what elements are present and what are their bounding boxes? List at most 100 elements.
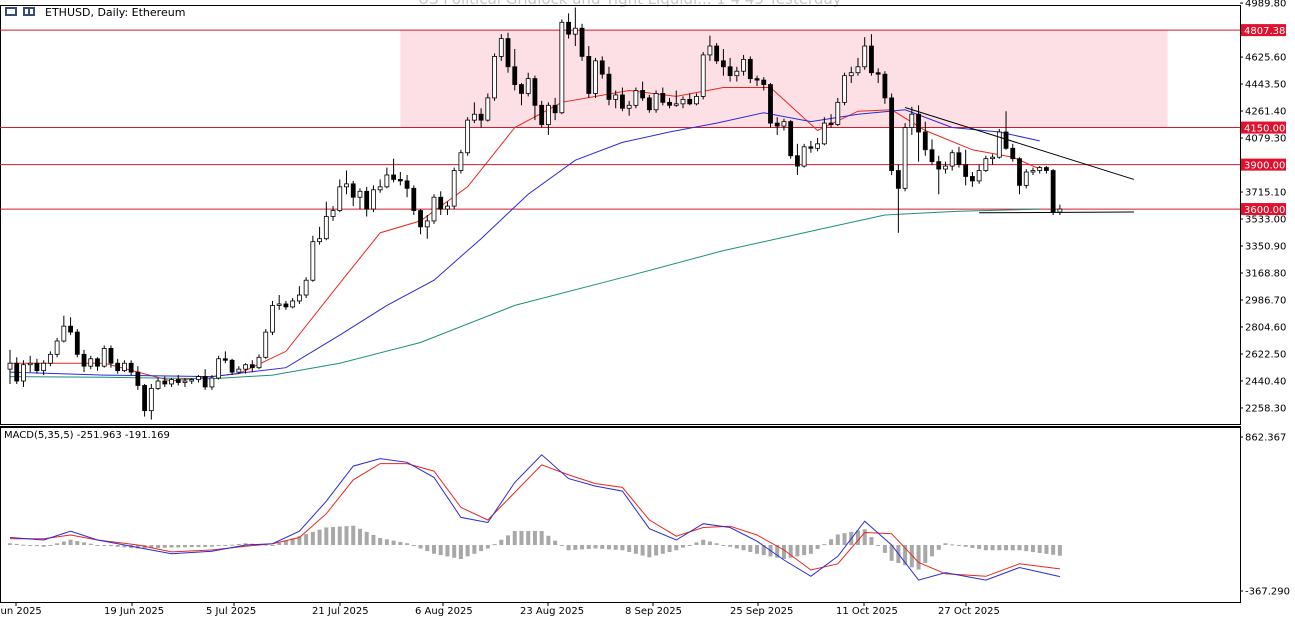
macd-histogram-bar	[526, 530, 531, 546]
macd-histogram-bar	[1010, 545, 1015, 551]
macd-histogram-bar	[371, 534, 376, 546]
macd-histogram-bar	[640, 545, 645, 556]
candle	[317, 226, 322, 245]
macd-histogram-bar	[681, 545, 685, 548]
macd-histogram-bar	[88, 543, 93, 546]
candle	[471, 102, 477, 124]
candle	[579, 23, 585, 61]
candle	[209, 375, 215, 390]
level-tag-4807.38: 4807.38	[1241, 24, 1286, 37]
candle-body	[95, 358, 100, 367]
candle	[889, 93, 895, 175]
candle-body	[337, 186, 343, 211]
macd-pane-frame	[0, 427, 1241, 603]
macd-histogram-bar	[970, 545, 975, 548]
candle-body	[296, 294, 302, 302]
macd-histogram-bar	[519, 530, 524, 546]
macd-histogram-bar	[916, 545, 921, 570]
candle	[660, 87, 666, 106]
candle-body	[828, 122, 834, 125]
candle	[1044, 166, 1049, 174]
macd-histogram-bar	[485, 545, 490, 549]
macd-histogram-bar	[324, 527, 329, 546]
candle-body	[808, 146, 814, 149]
macd-histogram-bar	[586, 545, 591, 549]
symbol-label: ETHUSD, Daily: Ethereum	[45, 6, 185, 19]
candle	[646, 94, 652, 113]
macd-histogram-bar	[82, 542, 87, 546]
macd-histogram-bar	[889, 545, 894, 561]
candle-body	[1017, 158, 1022, 186]
candle	[694, 93, 699, 106]
macd-histogram-bar	[936, 545, 941, 550]
candle	[451, 167, 457, 210]
macd-histogram-bar	[869, 537, 874, 546]
candle-body	[889, 97, 895, 171]
candle-body	[795, 155, 800, 167]
candle-body	[996, 131, 1002, 158]
candle-body	[142, 385, 148, 412]
candle	[936, 155, 942, 195]
macd-histogram-bar	[149, 545, 154, 549]
macd-histogram-bar	[21, 544, 26, 546]
price-axis-label: 3350.90	[1245, 241, 1286, 252]
candle-body	[34, 362, 40, 372]
candle-body	[182, 380, 188, 383]
price-axis-label: 4989.80	[1245, 0, 1286, 10]
candle	[512, 48, 518, 91]
macd-histogram-bar	[842, 533, 847, 546]
candle-body	[41, 362, 47, 372]
candle	[310, 235, 316, 282]
candle-body	[290, 300, 296, 308]
candle-body	[875, 72, 881, 75]
candle-body	[916, 113, 921, 133]
candle	[613, 90, 619, 109]
candle-body	[128, 362, 134, 373]
macd-histogram-bar	[364, 531, 369, 546]
candle	[983, 155, 989, 173]
candle-body	[667, 101, 672, 106]
candle	[54, 338, 60, 358]
candle	[902, 123, 908, 192]
time-axis-label: 5 Jul 2025	[206, 606, 256, 617]
candle-body	[108, 348, 114, 364]
candle	[337, 179, 343, 213]
macd-histogram-bar	[775, 545, 780, 558]
macd-histogram-bar	[310, 531, 315, 546]
candle	[350, 180, 356, 207]
candle-body	[169, 379, 174, 385]
candle-body	[1037, 167, 1043, 171]
candle-body	[445, 205, 450, 210]
candle	[620, 87, 625, 112]
time-axis-label: 27 Oct 2025	[938, 606, 1000, 617]
macd-histogram-bar	[317, 529, 322, 546]
candle	[7, 349, 13, 384]
candle-body	[411, 187, 417, 211]
price-axis-label: 3168.80	[1245, 268, 1286, 279]
candle-body	[458, 152, 464, 171]
candle-body	[532, 78, 538, 106]
candle-body	[135, 371, 141, 386]
trendline-2	[979, 211, 1134, 214]
candle-body	[1044, 167, 1049, 171]
macd-histogram-bar	[48, 545, 53, 547]
candle-body	[478, 113, 484, 121]
macd-histogram-bar	[61, 541, 66, 546]
candle	[606, 66, 612, 106]
candle	[1037, 166, 1043, 174]
candle	[855, 57, 861, 76]
macd-histogram-bar	[728, 545, 733, 547]
candle-body	[620, 94, 625, 109]
candle-body	[943, 165, 948, 170]
macd-histogram-bar	[1004, 545, 1009, 551]
candle-body	[196, 376, 201, 380]
candle-body	[202, 376, 208, 388]
news-banner[interactable]: US Political Gridlock and Tight Liquidi.…	[418, 0, 842, 8]
candle	[21, 360, 26, 387]
candle	[411, 185, 417, 215]
candle-body	[418, 210, 423, 228]
macd-histogram-bar	[283, 540, 288, 546]
candle-body	[768, 84, 773, 124]
macd-histogram-bar	[808, 545, 813, 554]
